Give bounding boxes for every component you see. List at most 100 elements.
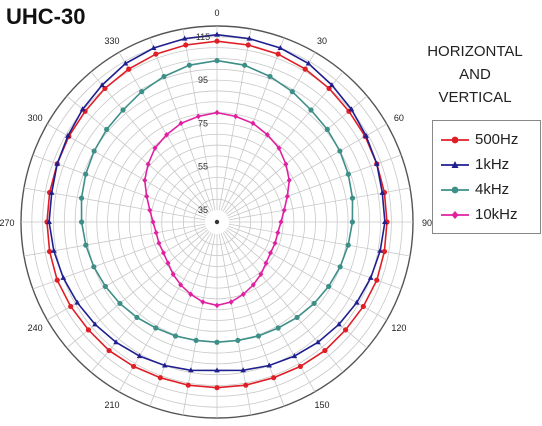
data-point bbox=[245, 42, 251, 48]
data-point bbox=[283, 161, 289, 167]
data-point bbox=[83, 242, 89, 248]
data-point bbox=[277, 44, 284, 50]
data-point bbox=[250, 120, 256, 127]
data-point bbox=[345, 242, 351, 248]
data-point bbox=[74, 299, 81, 305]
grid-spoke bbox=[222, 52, 316, 212]
grid-spoke bbox=[227, 123, 387, 217]
data-point bbox=[276, 145, 282, 151]
data-point bbox=[102, 283, 108, 290]
data-point bbox=[153, 51, 159, 57]
legend-item-1khz: 1kHz bbox=[433, 154, 540, 178]
data-point bbox=[46, 248, 53, 255]
data-point bbox=[271, 375, 277, 381]
data-point bbox=[275, 325, 281, 331]
data-point bbox=[120, 107, 126, 113]
data-point bbox=[214, 109, 220, 116]
grid-spoke bbox=[228, 187, 411, 221]
series-10khz bbox=[142, 109, 292, 309]
data-point bbox=[266, 362, 273, 368]
data-point bbox=[170, 271, 176, 278]
data-point bbox=[104, 126, 110, 133]
data-point bbox=[214, 58, 220, 64]
data-point bbox=[326, 283, 332, 290]
data-point bbox=[85, 327, 92, 333]
legend-marker bbox=[451, 186, 459, 194]
grid-spoke bbox=[227, 227, 387, 321]
angle-tick-label: 270 bbox=[0, 218, 15, 228]
data-point bbox=[363, 132, 369, 138]
data-point bbox=[165, 260, 171, 266]
chart-title: UHC-30 bbox=[6, 4, 86, 29]
data-point bbox=[83, 171, 89, 177]
data-point bbox=[214, 339, 220, 345]
data-point bbox=[308, 107, 314, 113]
data-point bbox=[272, 240, 278, 246]
data-point bbox=[240, 291, 246, 298]
legend-label-10khz: 10kHz bbox=[475, 206, 518, 223]
data-point bbox=[349, 195, 356, 201]
data-point bbox=[65, 132, 71, 138]
series-4khz bbox=[78, 58, 356, 345]
legend-item-4khz: 4kHz bbox=[433, 179, 540, 203]
data-point bbox=[150, 44, 157, 50]
data-point bbox=[240, 367, 246, 373]
data-point bbox=[134, 314, 140, 321]
data-point bbox=[92, 321, 98, 327]
data-point bbox=[183, 42, 189, 48]
data-point bbox=[193, 337, 199, 344]
data-point bbox=[178, 120, 184, 127]
data-point bbox=[294, 314, 300, 321]
data-point bbox=[185, 382, 191, 388]
radial-tick-label: 55 bbox=[198, 162, 208, 172]
legend-marker bbox=[451, 136, 459, 144]
data-point bbox=[302, 66, 308, 72]
data-point bbox=[264, 131, 270, 138]
data-point bbox=[117, 300, 123, 307]
data-point bbox=[329, 82, 335, 88]
data-point bbox=[68, 303, 74, 310]
data-point bbox=[161, 362, 168, 368]
data-point bbox=[153, 229, 159, 236]
legend-label-4khz: 4kHz bbox=[475, 181, 510, 198]
legend-swatch-4khz bbox=[441, 186, 469, 194]
data-point bbox=[235, 337, 241, 344]
grid-spoke bbox=[118, 52, 212, 212]
data-point bbox=[367, 274, 374, 280]
data-point bbox=[324, 126, 330, 133]
angle-tick-label: 120 bbox=[391, 323, 406, 333]
mode-label-line-3: VERTICAL bbox=[438, 89, 512, 106]
data-point bbox=[246, 35, 253, 41]
data-point bbox=[233, 113, 239, 120]
polar-grid bbox=[20, 25, 414, 419]
data-point bbox=[160, 250, 166, 256]
data-point bbox=[345, 171, 351, 177]
data-point bbox=[379, 189, 386, 195]
data-point bbox=[373, 160, 380, 166]
data-point bbox=[348, 106, 355, 112]
data-point bbox=[153, 325, 159, 331]
data-point bbox=[305, 60, 312, 66]
data-point bbox=[382, 219, 388, 224]
mode-label-line-1: HORIZONTAL bbox=[427, 43, 523, 60]
legend-label-1khz: 1kHz bbox=[475, 156, 510, 173]
radial-tick-label: 95 bbox=[198, 75, 208, 85]
data-point bbox=[289, 89, 295, 95]
center-mark bbox=[214, 219, 220, 225]
data-point bbox=[113, 339, 119, 345]
data-point bbox=[145, 161, 151, 167]
legend-label-500hz: 500Hz bbox=[475, 131, 519, 148]
data-point bbox=[336, 321, 342, 327]
data-point bbox=[214, 31, 220, 37]
angle-tick-label: 90 bbox=[422, 218, 432, 228]
data-point bbox=[214, 367, 220, 373]
legend-swatch-500hz bbox=[441, 136, 469, 144]
data-point bbox=[267, 73, 273, 80]
grid-spoke bbox=[47, 227, 207, 321]
radial-tick-label: 75 bbox=[198, 118, 208, 128]
data-point bbox=[291, 353, 298, 359]
data-point bbox=[161, 73, 167, 80]
data-point bbox=[106, 347, 112, 354]
data-point bbox=[200, 299, 206, 305]
legend-swatch-1khz bbox=[441, 161, 469, 168]
